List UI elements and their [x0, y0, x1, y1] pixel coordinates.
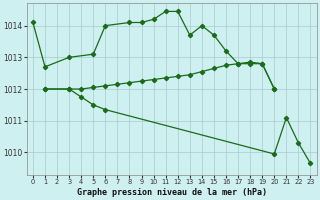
X-axis label: Graphe pression niveau de la mer (hPa): Graphe pression niveau de la mer (hPa) — [77, 188, 267, 197]
